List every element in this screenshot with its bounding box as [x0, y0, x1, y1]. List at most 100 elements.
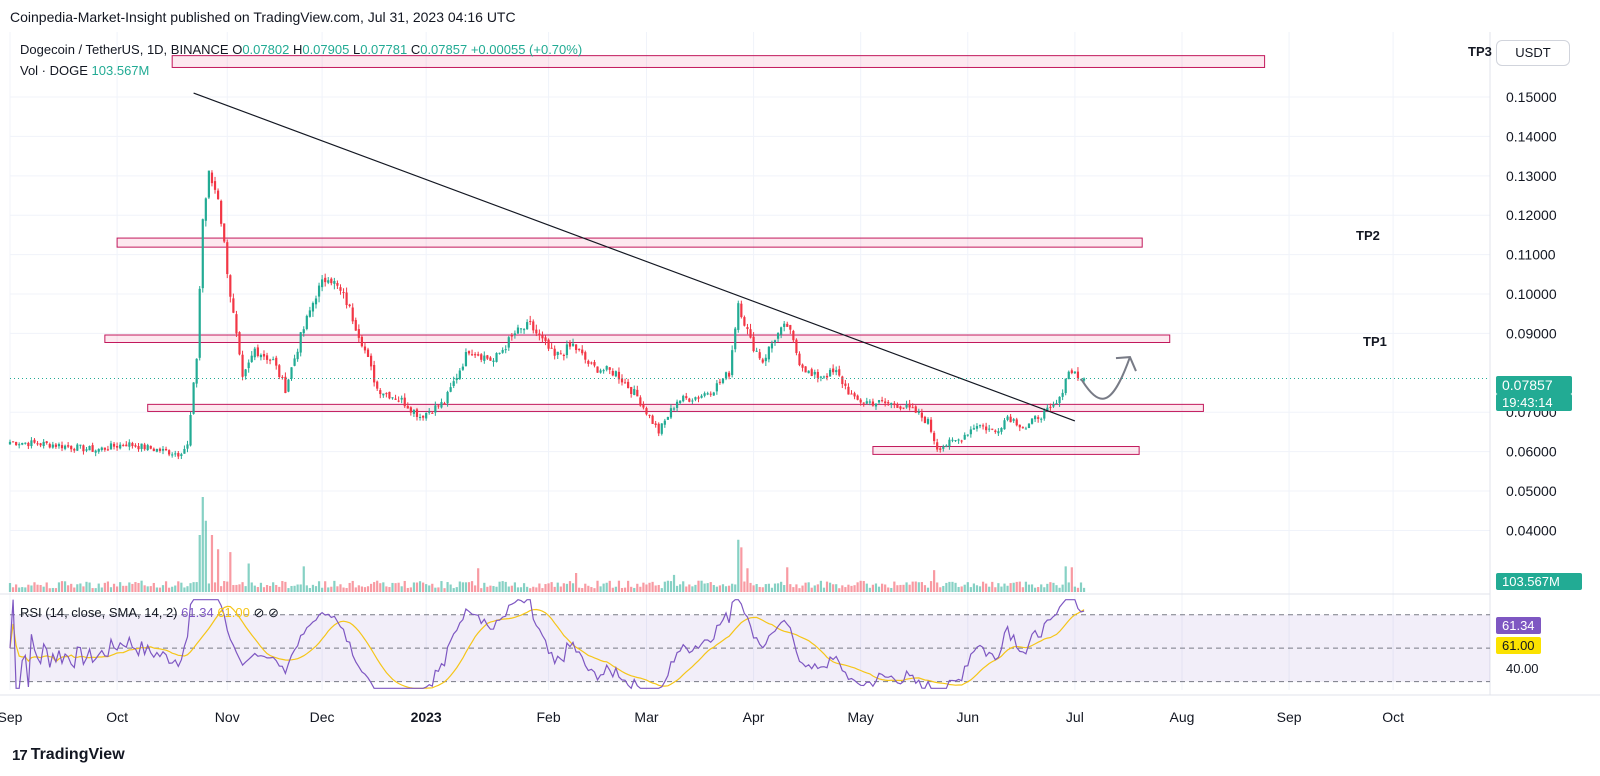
candle-body: [290, 367, 293, 379]
candle-body: [963, 434, 966, 440]
candle-body: [131, 443, 134, 447]
candle-body: [893, 403, 896, 406]
volume-bar: [164, 581, 168, 592]
volume-label[interactable]: Vol · DOGE: [20, 63, 88, 78]
candle-body: [813, 371, 816, 375]
volume-bar: [275, 584, 278, 592]
volume-bar: [422, 582, 425, 592]
time-tick-label: Dec: [310, 709, 335, 725]
candle-body: [972, 428, 975, 430]
volume-bar: [161, 585, 165, 592]
volume-bar: [917, 582, 920, 592]
candle-body: [342, 292, 345, 294]
candle-body: [1018, 424, 1021, 428]
candle-body: [700, 395, 703, 398]
candle-body: [755, 350, 758, 352]
volume-bar: [795, 584, 798, 592]
candle-body: [112, 443, 116, 447]
volume-bar: [428, 585, 431, 592]
volume-bar: [654, 585, 657, 592]
candle-body: [158, 448, 162, 451]
rsi-line: [9, 599, 1085, 690]
candle-body: [363, 346, 367, 351]
volume-bar: [308, 587, 311, 592]
candle-body: [229, 275, 232, 297]
candle-body: [587, 360, 590, 364]
candle-body: [513, 333, 516, 335]
candle-body: [522, 329, 526, 331]
volume-bar: [529, 588, 532, 592]
volume-bar: [244, 586, 247, 592]
volume-bar: [602, 583, 605, 592]
volume-bar: [1046, 583, 1049, 592]
volume-bar: [715, 586, 718, 592]
candle-body: [501, 349, 504, 353]
candle-body: [85, 449, 88, 451]
candle-body: [109, 443, 113, 450]
volume-bar: [578, 587, 581, 592]
candle-body: [373, 365, 376, 383]
symbol-name[interactable]: Dogecoin / TetherUS, 1D, BINANCE: [20, 42, 229, 57]
volume-bar: [103, 582, 106, 592]
tradingview-logo[interactable]: 17 TradingView: [12, 746, 125, 764]
volume-bar: [134, 582, 137, 592]
volume-bar: [657, 584, 660, 592]
volume-bar: [67, 585, 70, 592]
candle-body: [758, 352, 761, 359]
candle-body: [11, 441, 15, 443]
candle-body: [789, 325, 792, 330]
volume-bar: [425, 584, 428, 592]
volume-bar: [42, 586, 45, 592]
candle-body: [877, 400, 881, 403]
volume-bar: [474, 585, 477, 592]
candle-body: [828, 369, 832, 377]
volume-bar: [256, 587, 259, 592]
currency-selector[interactable]: USDT: [1496, 40, 1570, 66]
rsi-label[interactable]: RSI (14, close, SMA, 14, 2): [20, 605, 178, 620]
volume-bar: [972, 583, 975, 592]
candle-body: [1046, 407, 1049, 411]
time-axis[interactable]: Sep Oct Nov Dec 2023 Feb Mar Apr May Jun Jul Aug Sep…: [0, 709, 1404, 725]
volume-bar: [513, 582, 516, 592]
volume-bar: [204, 520, 207, 592]
candle-body: [850, 393, 853, 395]
volume-bar: [137, 582, 140, 592]
volume-bar: [345, 587, 348, 592]
candle-body: [914, 406, 917, 413]
candle-body: [305, 315, 308, 330]
volume-bar: [278, 586, 281, 592]
volume-bar: [679, 584, 682, 592]
volume-bar: [333, 580, 336, 592]
volume-bar: [666, 580, 669, 592]
rsi-sma-tag: 61.00: [1496, 637, 1541, 654]
candle-body: [911, 407, 914, 409]
candle-body: [541, 335, 544, 339]
volume-bar: [284, 581, 287, 592]
candle-body: [146, 445, 149, 451]
volume-bar: [1040, 584, 1043, 592]
candle-body: [994, 430, 997, 433]
candle-body: [198, 288, 201, 358]
candle-body: [639, 397, 642, 406]
candle-body: [422, 415, 425, 418]
volume-bar: [122, 585, 125, 592]
candle-body: [1009, 416, 1012, 423]
candle-body: [859, 399, 862, 403]
candle-body: [761, 359, 764, 363]
price-axis[interactable]: 0.15000 0.14000 0.13000 0.12000 0.11000 0.100…: [1506, 89, 1557, 538]
eye-off-icon[interactable]: ⊘: [253, 605, 265, 620]
candle-body: [985, 426, 988, 431]
time-tick-label: 2023: [411, 709, 442, 725]
candle-body: [627, 381, 630, 389]
volume-bar: [21, 587, 24, 592]
volume-bar: [975, 585, 979, 592]
volume-bar: [1006, 585, 1009, 592]
volume-bar: [406, 587, 409, 592]
volume-bar: [623, 587, 627, 592]
volume-bar: [30, 585, 33, 592]
volume-bar: [94, 588, 97, 592]
eye-off-icon[interactable]: ⊘: [268, 605, 279, 620]
candle-body: [1052, 404, 1055, 407]
volume-bar: [293, 585, 296, 592]
